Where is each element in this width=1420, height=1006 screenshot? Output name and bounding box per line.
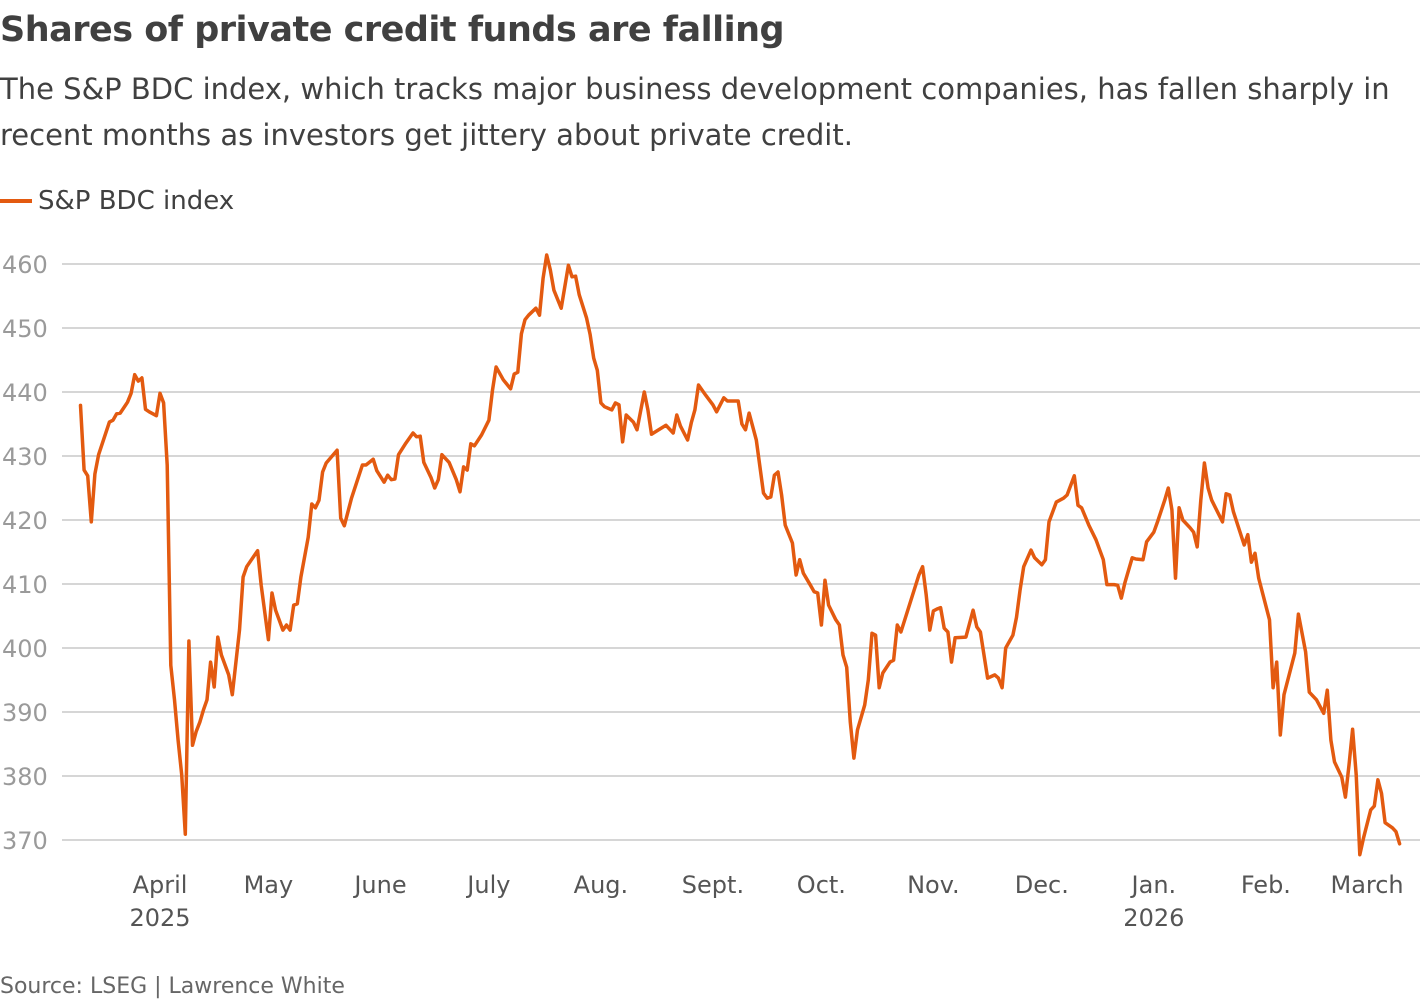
x-tick-label: Feb. [1241,871,1291,899]
x-tick-label: Nov. [907,871,960,899]
y-tick-label: 450 [2,315,48,343]
x-tick-label: July [465,871,510,899]
y-tick-label: 460 [2,251,48,279]
x-tick-year-label: 2026 [1123,904,1184,932]
gridlines [62,263,1420,841]
source-note: Source: LSEG | Lawrence White [0,974,345,999]
x-tick-label: Aug. [574,871,629,899]
y-tick-label: 370 [2,827,48,855]
x-tick-label: April [133,871,188,899]
y-tick-label: 420 [2,507,48,535]
legend: S&P BDC index [0,186,234,216]
y-tick-label: 440 [2,379,48,407]
chart-subtitle: The S&P BDC index, which tracks major bu… [0,72,1390,152]
y-axis-ticks: 370 380 390 400 410 420 430 440 450 460 [2,251,48,855]
legend-label: S&P BDC index [38,186,235,216]
x-tick-label: May [244,871,294,899]
x-tick-label: Dec. [1015,871,1069,899]
x-axis-ticks: April 2025 May June July Aug. Sept. Oct. Nov. Dec… [129,871,1403,932]
series-lines [78,253,1402,857]
y-tick-label: 430 [2,443,48,471]
x-tick-label: Oct. [797,871,846,899]
x-tick-label: Sept. [682,871,744,899]
x-tick-label: June [352,871,406,899]
chart-title: Shares of private credit funds are falli… [0,10,785,50]
series-line-sp-bdc-index [78,253,1402,857]
legend-swatch [0,199,32,203]
x-tick-year-label: 2025 [129,904,190,932]
y-tick-label: 390 [2,699,48,727]
y-tick-label: 400 [2,635,48,663]
y-tick-label: 380 [2,763,48,791]
y-tick-label: 410 [2,571,48,599]
x-tick-label: March [1330,871,1403,899]
x-tick-label: Jan. [1130,871,1177,899]
